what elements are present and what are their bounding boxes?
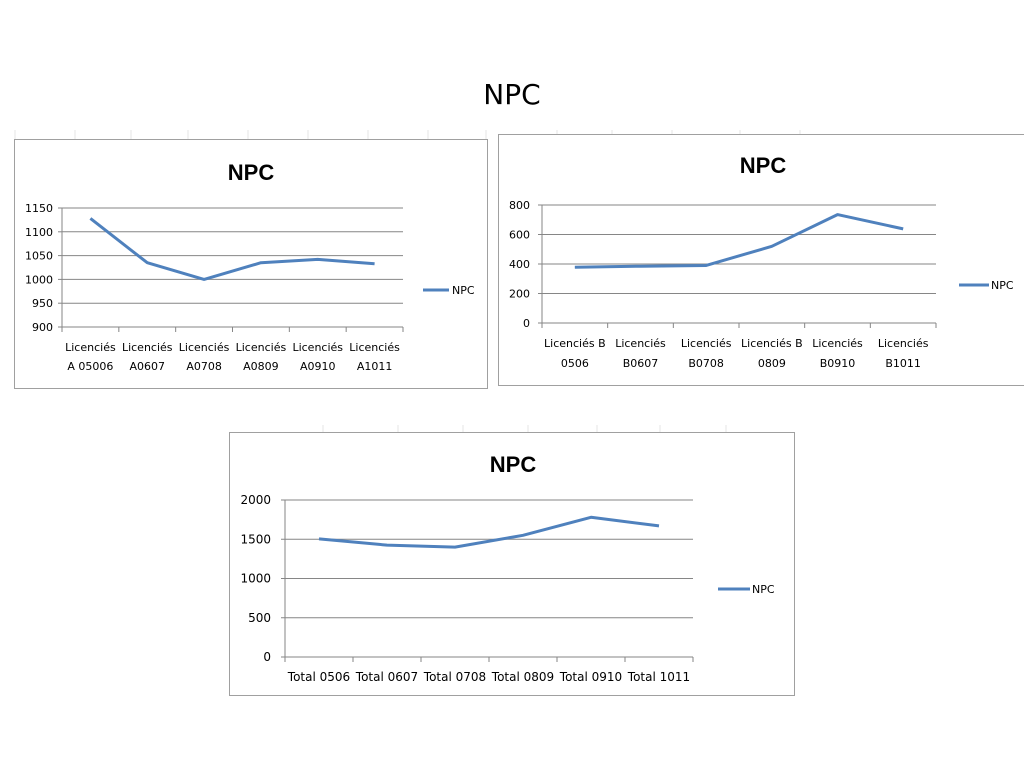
x-tick-label: A1011 [357, 360, 393, 373]
x-tick-label: Total 0910 [559, 670, 622, 684]
x-tick-label: Licenciés [812, 337, 863, 350]
series-line-npc [89, 217, 375, 281]
x-tick-label: A0809 [243, 360, 279, 373]
legend-label: NPC [991, 279, 1014, 292]
y-tick-label: 2000 [240, 493, 271, 507]
series-line-npc [318, 515, 660, 549]
chart-licencies-a: NPC 900 950 1000 1050 1100 1150 Licenciés A 0500… [14, 139, 488, 389]
y-tick-label: 1050 [25, 250, 53, 263]
page-title: NPC [483, 78, 541, 111]
y-tick-label: 1000 [25, 273, 53, 286]
legend-label: NPC [452, 284, 475, 297]
y-tick-label: 600 [509, 229, 530, 242]
y-tick-label: 950 [32, 297, 53, 310]
x-tick-label: A 05006 [67, 360, 113, 373]
x-tick-label: Total 0506 [287, 670, 350, 684]
chart-licencies-a-svg: NPC 900 950 1000 1050 1100 1150 Licenciés A 0500… [25, 160, 475, 373]
y-tick-label: 400 [509, 258, 530, 271]
chart-licencies-b-svg: NPC 0 200 400 600 800 Licenciés B 0506 Licenciés… [509, 153, 1014, 370]
x-tick-label: 0809 [758, 357, 786, 370]
x-tick-label: A0607 [129, 360, 165, 373]
x-tick-label: B0607 [623, 357, 659, 370]
legend-label: NPC [752, 583, 775, 596]
x-tick-label: B0910 [820, 357, 856, 370]
x-tick-label: Licenciés [615, 337, 666, 350]
x-tick-label: A0708 [186, 360, 222, 373]
x-tick-label: Licenciés [681, 337, 732, 350]
x-tick-label: Total 0708 [423, 670, 486, 684]
y-tick-label: 0 [263, 650, 271, 664]
chart-licencies-b: NPC 0 200 400 600 800 Licenciés B 0506 Licenciés… [498, 134, 1024, 386]
y-tick-label: 900 [32, 321, 53, 334]
y-tick-label: 0 [523, 317, 530, 330]
x-tick-label: B0708 [688, 357, 724, 370]
chart-title: NPC [490, 452, 537, 477]
chart-total-svg: NPC 0 500 1000 1500 2000 Total 0506 Total 0607 T… [240, 452, 775, 684]
x-tick-label: Licenciés [236, 341, 287, 354]
x-tick-label: B1011 [885, 357, 921, 370]
x-tick-label: Total 0607 [355, 670, 418, 684]
x-tick-label: Licenciés [65, 341, 116, 354]
x-tick-label: Licenciés [349, 341, 400, 354]
x-tick-label: 0506 [561, 357, 589, 370]
x-tick-label: A0910 [300, 360, 336, 373]
x-tick-label: Licenciés [878, 337, 929, 350]
x-tick-label: Licenciés [292, 341, 343, 354]
y-tick-label: 1500 [240, 532, 271, 546]
x-tick-label: Licenciés [179, 341, 230, 354]
chart-title: NPC [228, 160, 275, 185]
y-tick-label: 1000 [240, 572, 271, 586]
y-tick-label: 200 [509, 288, 530, 301]
series-line-npc [574, 213, 904, 269]
chart-title: NPC [740, 153, 787, 178]
x-tick-label: Licenciés [122, 341, 173, 354]
y-tick-label: 800 [509, 199, 530, 212]
chart-total: NPC 0 500 1000 1500 2000 Total 0506 Total 0607 T… [229, 432, 795, 696]
y-tick-label: 1150 [25, 202, 53, 215]
x-tick-label: Total 0809 [491, 670, 554, 684]
y-tick-label: 1100 [25, 226, 53, 239]
y-tick-label: 500 [248, 611, 271, 625]
x-tick-label: Licenciés B [544, 337, 606, 350]
x-tick-label: Licenciés B [741, 337, 803, 350]
x-tick-label: Total 1011 [627, 670, 690, 684]
